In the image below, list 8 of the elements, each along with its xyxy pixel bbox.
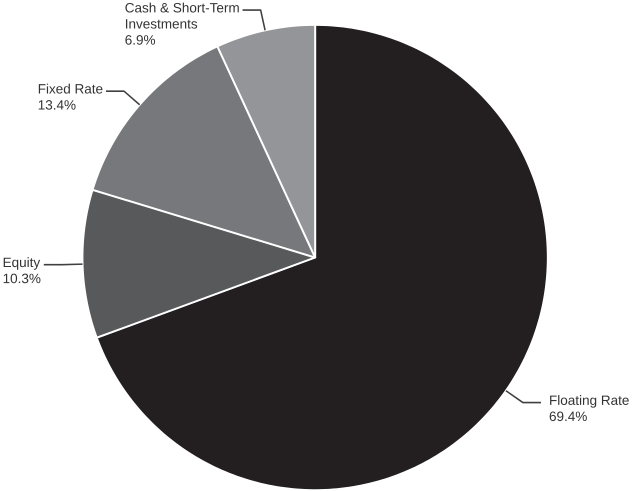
data-label: 10.3% <box>4 274 40 284</box>
data-label: 6.9% <box>125 35 156 45</box>
slice-label: Equity <box>4 257 40 270</box>
slice-label: Cash & Short-Term Investments <box>125 2 239 29</box>
slice-label: Fixed Rate <box>38 84 102 94</box>
slice-label: Floating Rate <box>550 394 629 408</box>
data-label: 13.4% <box>38 100 76 110</box>
data-label: 69.4% <box>550 411 587 422</box>
